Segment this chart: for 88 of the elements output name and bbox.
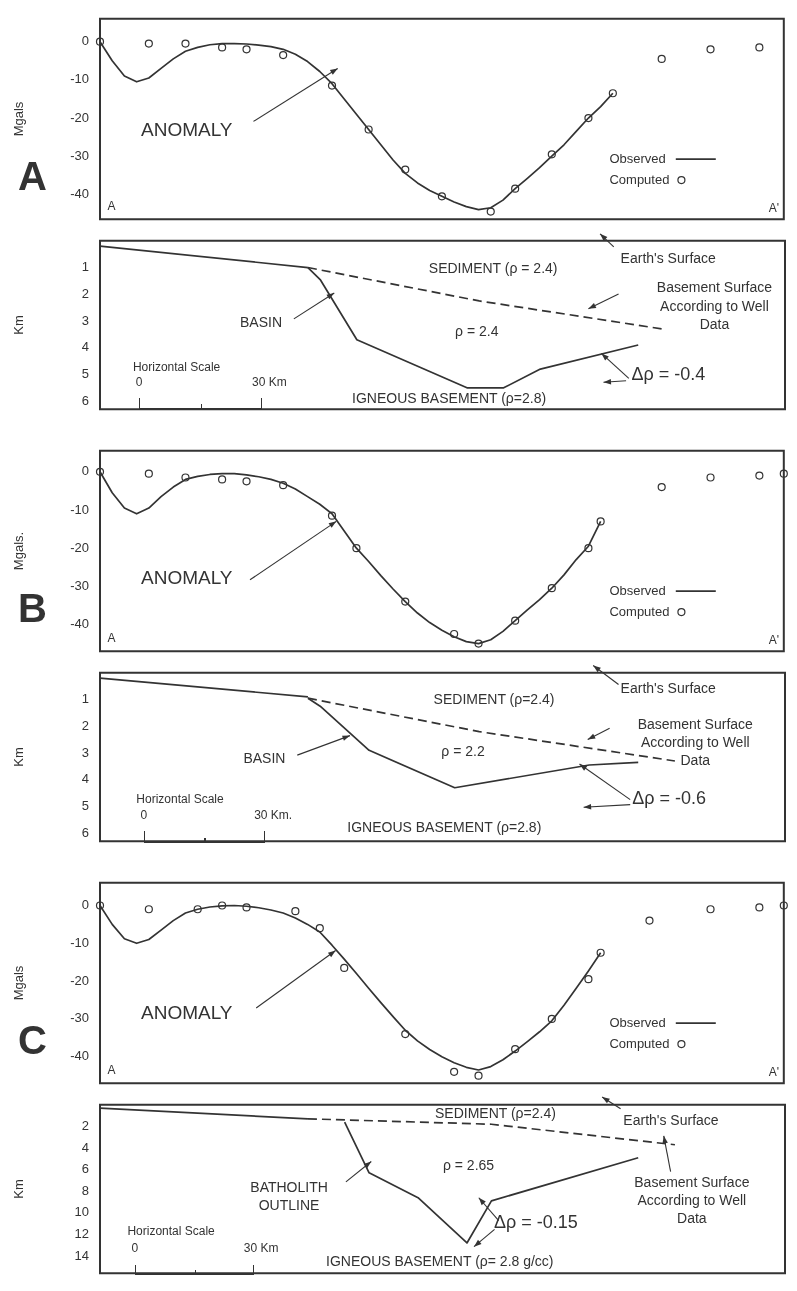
legend-label: Computed xyxy=(609,171,670,187)
y-tick-label: 1 xyxy=(81,259,89,275)
y-tick-label: 8 xyxy=(81,1182,89,1198)
legend-label: Computed xyxy=(609,1035,670,1051)
annotation: 30 Km. xyxy=(254,808,293,823)
annotation: ρ = 2.65 xyxy=(442,1157,495,1174)
annotation: Δρ = -0.4 xyxy=(631,363,706,384)
annotation: 0 xyxy=(140,808,148,823)
y-tick-label: 5 xyxy=(81,798,89,814)
annotation: ANOMALY xyxy=(141,118,233,140)
annotation: 0 xyxy=(135,374,143,389)
y-tick-label: 2 xyxy=(81,285,89,301)
y-axis-title: Mgals xyxy=(11,965,27,1001)
legend-label: Computed xyxy=(609,603,670,619)
y-tick-label: 5 xyxy=(81,366,89,382)
annotation: Horizontal Scale xyxy=(127,1224,216,1239)
annotation: ANOMALY xyxy=(141,1002,233,1024)
y-tick-label: 3 xyxy=(81,744,89,760)
annotation: IGNEOUS BASEMENT (ρ=2.8) xyxy=(352,389,547,406)
annotation: Basement Surface According to Well Data xyxy=(656,279,773,332)
y-tick-label: -10 xyxy=(70,501,89,517)
y-tick-label: 2 xyxy=(81,717,89,733)
y-tick-label: -40 xyxy=(70,1048,89,1064)
y-axis-title: Km xyxy=(11,315,27,335)
y-tick-label: 12 xyxy=(74,1225,89,1241)
annotation: Δρ = -0.15 xyxy=(493,1211,578,1232)
legend-label: Observed xyxy=(609,582,666,598)
annotation: BATHOLITH OUTLINE xyxy=(250,1178,328,1213)
y-axis-title: Mgals xyxy=(11,101,27,137)
y-tick-label: 2 xyxy=(81,1117,89,1133)
text: C xyxy=(18,1018,47,1063)
y-tick-label: -40 xyxy=(70,616,89,632)
annotation: Earth's Surface xyxy=(623,1111,719,1128)
y-tick-label: 6 xyxy=(81,392,89,408)
annotation: ANOMALY xyxy=(141,567,233,589)
annotation: A xyxy=(107,199,116,214)
y-tick-label: 10 xyxy=(74,1204,89,1220)
y-tick-label: -30 xyxy=(70,1010,89,1026)
annotation: ρ = 2.2 xyxy=(441,742,485,759)
annotation: Horizontal Scale xyxy=(132,359,221,374)
annotation: Basement Surface According to Well Data xyxy=(637,715,754,768)
annotation: A' xyxy=(768,201,780,216)
annotation: A' xyxy=(768,1065,780,1080)
annotation: A' xyxy=(768,633,780,648)
text: A xyxy=(18,154,47,199)
y-axis-title: Mgals. xyxy=(11,531,27,571)
annotation: SEDIMENT (ρ = 2.4) xyxy=(428,260,558,277)
annotation: BASIN xyxy=(243,749,286,766)
y-axis-title: Km xyxy=(11,747,27,767)
annotation: Δρ = -0.6 xyxy=(632,787,707,808)
y-tick-label: 14 xyxy=(74,1247,89,1263)
y-tick-label: -30 xyxy=(70,577,89,593)
annotation: A xyxy=(107,631,116,646)
annotation: ρ = 2.4 xyxy=(455,322,499,339)
annotation: SEDIMENT (ρ=2.4) xyxy=(434,1104,556,1121)
y-tick-label: 4 xyxy=(81,1139,89,1155)
annotation: SEDIMENT (ρ=2.4) xyxy=(433,690,555,707)
y-axis-title: Km xyxy=(11,1179,27,1199)
y-tick-label: 3 xyxy=(81,312,89,328)
y-tick-label: 0 xyxy=(81,33,89,49)
y-tick-label: 1 xyxy=(81,691,89,707)
annotation: Earth's Surface xyxy=(620,680,717,697)
annotation: 30 Km xyxy=(243,1241,279,1256)
y-tick-label: -10 xyxy=(70,934,89,950)
y-tick-label: -20 xyxy=(70,109,89,125)
y-tick-label: -30 xyxy=(70,147,89,163)
y-tick-label: 6 xyxy=(81,824,89,840)
legend-label: Observed xyxy=(609,1014,666,1030)
y-tick-label: 4 xyxy=(81,771,89,787)
y-tick-label: -20 xyxy=(70,972,89,988)
annotation: 0 xyxy=(131,1241,139,1256)
y-tick-label: -40 xyxy=(70,185,89,201)
y-tick-label: 6 xyxy=(81,1161,89,1177)
legend-label: Observed xyxy=(609,150,666,166)
annotation: IGNEOUS BASEMENT (ρ= 2.8 g/cc) xyxy=(326,1252,554,1269)
y-tick-label: -20 xyxy=(70,539,89,555)
y-tick-label: 0 xyxy=(81,463,89,479)
annotation: Horizontal Scale xyxy=(136,792,225,807)
annotation: BASIN xyxy=(239,314,282,331)
annotation: Basement Surface According to Well Data xyxy=(634,1173,750,1227)
y-tick-label: -10 xyxy=(70,71,89,87)
annotation: 30 Km xyxy=(252,374,287,389)
y-tick-label: 4 xyxy=(81,339,89,355)
text: B xyxy=(18,586,47,631)
annotation: A xyxy=(107,1063,116,1078)
y-tick-label: 0 xyxy=(81,897,89,913)
annotation: Earth's Surface xyxy=(620,250,717,267)
annotation: IGNEOUS BASEMENT (ρ=2.8) xyxy=(347,819,542,836)
